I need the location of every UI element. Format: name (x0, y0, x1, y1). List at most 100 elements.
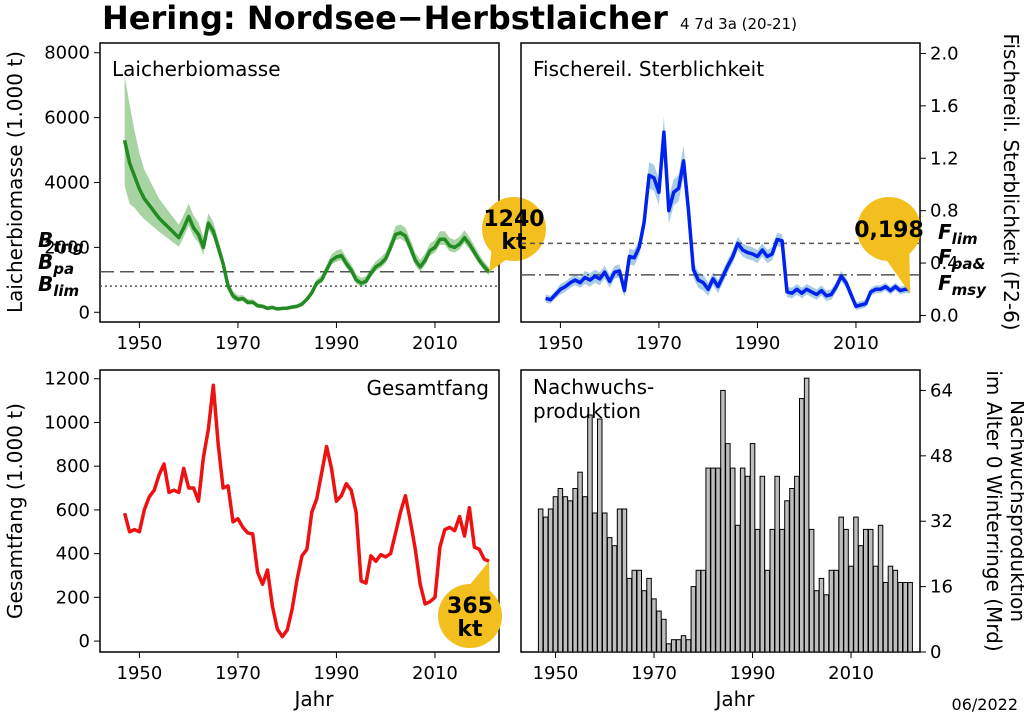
recruitment-bar (720, 389, 726, 653)
recruitment-bar (823, 594, 830, 653)
recruitment-bar (803, 377, 810, 653)
x-tick-label: 1990 (735, 333, 781, 354)
reference-label-trig: Btrig (38, 228, 84, 256)
y-axis-label: Laicherbiomasse (1.000 t) (3, 51, 27, 313)
reference-label-pa: Bpa (38, 250, 74, 278)
callout-text: 365 (447, 594, 493, 619)
y-axis-label: Fischereil. Sterblichkeit (F2-6) (999, 33, 1023, 330)
recruitment-bar (877, 524, 884, 653)
figure-title: Hering: Nordsee−Herbstlaicher (102, 0, 668, 37)
callout-pointer (454, 561, 490, 616)
reference-subscript: lim (53, 282, 79, 300)
recruitment-bar (626, 577, 633, 653)
x-tick-label: 1970 (636, 333, 682, 354)
recruitment-bar (872, 565, 879, 653)
y-tick-label: 1200 (44, 369, 90, 390)
recruitment-bar (611, 545, 618, 653)
y-tick-label: 32 (930, 511, 953, 532)
reference-subscript: lim (952, 230, 978, 248)
recruitment-bar (705, 467, 711, 653)
recruitment-bar (695, 569, 702, 653)
recruitment-bar (656, 610, 662, 653)
x-tick-label: 1950 (533, 663, 579, 684)
recruitment-bar (715, 467, 721, 653)
panel-total-catch: Gesamtfang 1950 1970 1990 2010 0 200 400 600 800 1… (3, 369, 502, 711)
recruitment-bar (749, 443, 756, 653)
catch-line (122, 383, 490, 639)
recruitment-bar (838, 516, 844, 653)
reference-symbol: B (38, 272, 53, 296)
y-tick-label: 0.8 (930, 201, 959, 222)
panel-label: Fischereil. Sterblichkeit (533, 57, 764, 81)
recruitment-bar (863, 528, 869, 653)
y-tick-label: 200 (56, 587, 90, 608)
callout-text: 1240 (483, 207, 544, 232)
y-tick-label: 2000 (44, 237, 90, 258)
recruitment-bar (690, 586, 697, 653)
callout-pointer (489, 225, 527, 273)
recruitment-bar (552, 496, 559, 653)
y-tick-label: 6000 (44, 108, 90, 129)
x-tick-label: 1990 (314, 333, 360, 354)
callout-pointer (873, 230, 911, 294)
recruitment-bar (754, 528, 761, 653)
y-tick-label: 0 (79, 302, 90, 323)
recruitment-bar (577, 471, 583, 653)
recruitment-bar (675, 639, 682, 653)
reference-symbol: F (938, 245, 952, 269)
callout-text: 0,198 (854, 218, 924, 243)
recruitment-bar (799, 398, 805, 653)
x-tick-label: 1970 (215, 333, 261, 354)
x-axis-label: Jahr (713, 687, 755, 711)
recruitment-bar (902, 582, 908, 653)
recruitment-bar (813, 590, 820, 653)
recruitment-bar (661, 618, 667, 653)
f-line (545, 130, 911, 309)
recruitment-bar (562, 496, 569, 653)
reference-symbol: B (38, 228, 53, 252)
reference-label-msy: Fmsy (938, 271, 987, 299)
recruitment-bar (616, 508, 623, 653)
recruitment-bar (828, 569, 835, 653)
y-tick-label: 400 (56, 544, 90, 565)
panel-label-line: Nachwuchs- (533, 375, 654, 399)
recruitment-bar (853, 516, 859, 653)
y-tick-label: 1000 (44, 412, 90, 433)
x-tick-label: 2010 (833, 333, 879, 354)
recruitment-bar (680, 635, 687, 653)
x-tick-label: 1950 (117, 333, 163, 354)
x-tick-label: 2010 (412, 663, 458, 684)
recruitment-bar (587, 414, 593, 653)
recruitment-bar (858, 545, 864, 653)
panel-recruitment: Nachwuchs-produktion 1950 1970 1990 2010 0 16 3… (520, 369, 1024, 711)
y-tick-label: 64 (930, 380, 953, 401)
y-tick-label: 8000 (44, 43, 90, 64)
x-tick-label: 1950 (117, 663, 163, 684)
recruitment-bar (789, 488, 795, 653)
recruitment-bar (572, 488, 578, 653)
x-tick-label: 1970 (215, 663, 261, 684)
recruitment-bar (646, 577, 652, 653)
recruitment-bar (774, 475, 780, 653)
y-axis-label: Nachwuchsproduktion (1006, 400, 1024, 622)
reference-subscript: pa (951, 255, 973, 273)
ssb-confidence-band (124, 75, 490, 311)
recruitment-bar (779, 528, 785, 653)
recruitment-bar (606, 537, 613, 653)
x-axis-label: Jahr (292, 687, 334, 711)
recruitment-bar (744, 475, 751, 653)
x-tick-label: 2010 (412, 333, 458, 354)
y-tick-label: 1.6 (930, 96, 959, 117)
f-confidence-band (545, 116, 911, 311)
ssb-line (122, 139, 491, 311)
recruitment-bar (759, 475, 766, 653)
panel-label-line: produktion (533, 399, 641, 423)
reference-symbol: B (38, 250, 53, 274)
recruitment-bar (631, 569, 637, 653)
reference-subscript: trig (53, 238, 84, 256)
recruitment-bar (636, 569, 642, 653)
recruitment-bar (592, 512, 598, 653)
recruitment-bar (621, 508, 628, 653)
